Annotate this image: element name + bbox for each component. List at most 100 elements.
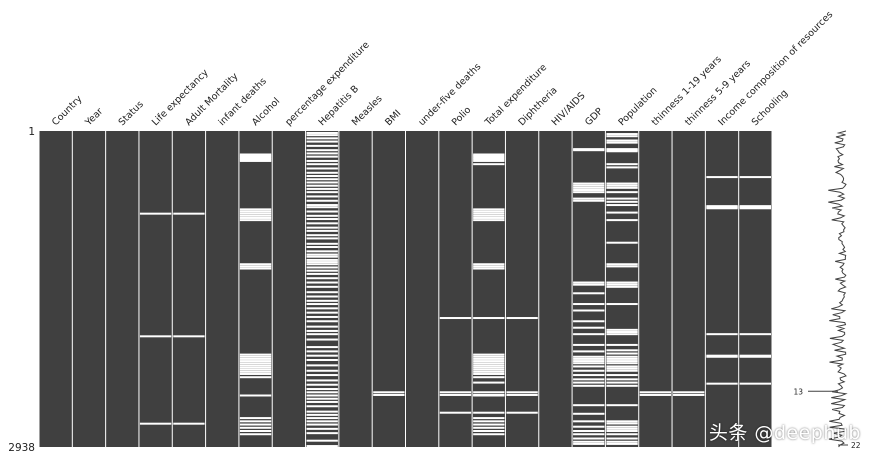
missing-mark-gdp bbox=[573, 412, 605, 415]
missing-mark-population bbox=[606, 204, 638, 207]
missing-mark-population bbox=[606, 285, 638, 288]
missing-mark-hepatitis-b bbox=[306, 226, 338, 229]
missing-mark-hepatitis-b bbox=[306, 222, 338, 225]
missing-mark-hepatitis-b bbox=[306, 432, 338, 435]
missing-mark-polio bbox=[439, 393, 472, 396]
column-bar-alcohol bbox=[238, 131, 273, 447]
completeness-sparkline: 13 22 bbox=[793, 130, 861, 450]
missing-mark-total-expenditure bbox=[473, 430, 505, 433]
missing-mark-alcohol bbox=[239, 263, 272, 266]
missing-mark-population bbox=[606, 331, 638, 334]
missing-mark-population bbox=[606, 384, 638, 387]
missing-mark-hepatitis-b bbox=[306, 420, 338, 423]
missing-mark-hepatitis-b bbox=[306, 140, 338, 143]
missing-mark-alcohol bbox=[239, 420, 272, 423]
missing-mark-thinness-1-19-years bbox=[639, 391, 672, 394]
missing-mark-hepatitis-b bbox=[306, 255, 338, 258]
missing-mark-total-expenditure bbox=[473, 360, 505, 363]
missing-mark-income-composition-of-resources bbox=[706, 333, 738, 336]
missing-mark-population bbox=[606, 442, 638, 445]
missing-mark-total-expenditure bbox=[473, 155, 505, 158]
column-label-total-expenditure: Total expenditure bbox=[482, 62, 549, 129]
missing-mark-hepatitis-b bbox=[306, 439, 338, 442]
missing-mark-total-expenditure bbox=[473, 265, 505, 268]
missing-mark-population bbox=[606, 355, 638, 358]
missing-mark-population bbox=[606, 437, 638, 440]
missing-mark-hepatitis-b bbox=[306, 325, 338, 328]
missing-mark-adult-mortality bbox=[173, 335, 205, 338]
missing-mark-gdp bbox=[573, 292, 605, 295]
missing-mark-total-expenditure bbox=[473, 417, 505, 420]
missing-mark-total-expenditure bbox=[473, 423, 505, 426]
missing-mark-gdp bbox=[573, 320, 605, 323]
missing-mark-population bbox=[606, 241, 638, 244]
row-label-last: 2938 bbox=[8, 442, 35, 454]
missing-mark-gdp bbox=[573, 442, 605, 445]
missing-mark-alcohol bbox=[239, 155, 272, 158]
missing-mark-hepatitis-b bbox=[306, 346, 338, 349]
missing-mark-thinness-1-19-years bbox=[639, 393, 672, 396]
missing-mark-income-composition-of-resources bbox=[706, 382, 738, 385]
missing-mark-life-expectancy bbox=[139, 422, 172, 425]
missing-mark-life-expectancy bbox=[139, 212, 172, 215]
missing-mark-population bbox=[606, 150, 638, 153]
missing-mark-hepatitis-b bbox=[306, 281, 338, 284]
missing-mark-total-expenditure bbox=[473, 214, 505, 217]
missing-mark-income-composition-of-resources bbox=[706, 355, 738, 358]
column-bar-country bbox=[39, 131, 73, 447]
missing-mark-hepatitis-b bbox=[306, 144, 338, 147]
missing-mark-gdp bbox=[573, 357, 605, 360]
missing-mark-total-expenditure bbox=[473, 366, 505, 369]
missing-mark-income-composition-of-resources bbox=[706, 176, 738, 179]
missing-mark-hepatitis-b bbox=[306, 266, 338, 269]
missing-mark-hepatitis-b bbox=[306, 134, 338, 137]
missing-mark-total-expenditure bbox=[473, 219, 505, 222]
missing-mark-hepatitis-b bbox=[306, 369, 338, 372]
missing-mark-schooling bbox=[739, 355, 771, 358]
missing-mark-gdp bbox=[573, 430, 605, 433]
missing-mark-total-expenditure bbox=[473, 208, 505, 211]
missing-mark-hepatitis-b bbox=[306, 397, 338, 400]
missing-mark-total-expenditure bbox=[473, 212, 505, 215]
missing-mark-hepatitis-b bbox=[306, 246, 338, 249]
column-bar-infant-deaths bbox=[205, 131, 239, 447]
missing-mark-total-expenditure bbox=[473, 411, 505, 414]
missing-mark-population bbox=[606, 163, 638, 166]
column-label-polio: Polio bbox=[450, 104, 474, 128]
missing-mark-population bbox=[606, 420, 638, 423]
missing-mark-gdp bbox=[573, 425, 605, 428]
column-label-year: Year bbox=[83, 106, 106, 129]
missing-mark-hepatitis-b bbox=[306, 229, 338, 232]
missing-mark-gdp bbox=[573, 384, 605, 387]
missing-mark-alcohol bbox=[239, 364, 272, 367]
missing-mark-schooling bbox=[739, 176, 771, 179]
missing-mark-gdp bbox=[573, 326, 605, 329]
missing-mark-schooling bbox=[739, 205, 771, 208]
column-bar-thinness-1-19-years bbox=[638, 131, 673, 447]
missing-mark-gdp bbox=[573, 309, 605, 312]
missing-mark-alcohol bbox=[239, 357, 272, 360]
column-label-alcohol: Alcohol bbox=[250, 96, 282, 128]
missing-mark-population bbox=[606, 186, 638, 189]
missing-mark-alcohol bbox=[239, 394, 272, 397]
missing-mark-total-expenditure bbox=[473, 163, 505, 166]
missing-mark-population bbox=[606, 343, 638, 346]
missing-mark-gdp bbox=[573, 186, 605, 189]
watermark-text: 头条 @deephub bbox=[708, 422, 861, 444]
missing-mark-total-expenditure bbox=[473, 357, 505, 360]
missing-mark-diphtheria bbox=[506, 411, 538, 414]
missing-mark-total-expenditure bbox=[473, 362, 505, 365]
missing-mark-polio bbox=[439, 411, 472, 414]
missing-mark-gdp bbox=[573, 303, 605, 306]
column-bar-measles bbox=[338, 131, 373, 447]
missing-mark-total-expenditure bbox=[473, 353, 505, 356]
missing-mark-alcohol bbox=[239, 156, 272, 159]
missing-mark-hepatitis-b bbox=[306, 413, 338, 416]
missing-mark-population bbox=[606, 357, 638, 360]
missing-mark-alcohol bbox=[239, 366, 272, 369]
missing-mark-population bbox=[606, 263, 638, 266]
missing-mark-hepatitis-b bbox=[306, 261, 338, 264]
missing-mark-population bbox=[606, 211, 638, 214]
missing-mark-hepatitis-b bbox=[306, 311, 338, 314]
